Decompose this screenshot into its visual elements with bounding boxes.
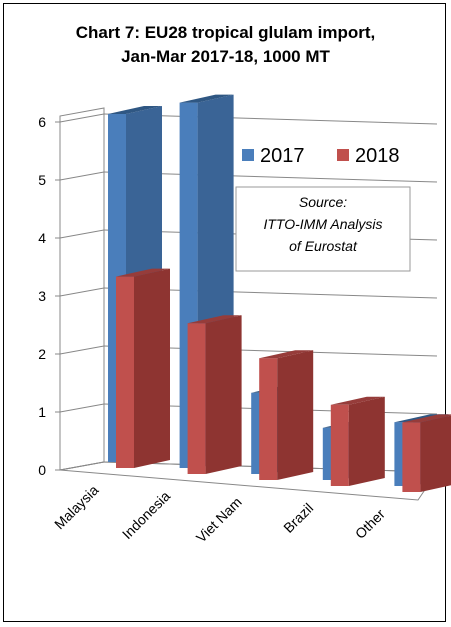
y-tick-label: 6	[38, 114, 46, 130]
bar-2017-top	[179, 94, 234, 103]
legend-swatch-2017	[242, 149, 254, 161]
x-axis-categories: Malaysia Indonesia Viet Nam Brazil Other	[51, 482, 388, 546]
legend-swatch-2018	[337, 149, 349, 161]
y-tick-label: 0	[38, 462, 46, 478]
bar-2018-top	[259, 350, 314, 359]
bar-2018-top	[330, 396, 385, 405]
source-box-frame	[235, 186, 411, 272]
chart-title: Chart 7: EU28 tropical glulam import, Ja…	[4, 21, 447, 69]
gridline-left	[59, 403, 105, 413]
gridline-left	[59, 229, 105, 239]
category-label: Indonesia	[119, 488, 173, 542]
bar-2018-side	[205, 315, 242, 474]
source-text: Source:	[299, 194, 347, 210]
source-box: Source: ITTO-IMM Analysis of Eurostat	[235, 186, 411, 272]
y-tick-label: 4	[38, 230, 46, 246]
y-tick-label: 1	[38, 404, 46, 420]
bars	[108, 94, 451, 492]
bar-2017-top	[108, 106, 162, 114]
bar-2018-top	[402, 414, 451, 423]
y-tick-label: 2	[38, 346, 46, 362]
bar-2018-side	[277, 350, 314, 480]
legend-label-2018: 2018	[355, 145, 400, 167]
bar-2018-front	[259, 358, 278, 480]
category-label: Other	[352, 506, 388, 542]
bar-2018-front	[402, 422, 421, 492]
bar-2018-side	[420, 415, 451, 492]
legend-label-2017: 2017	[260, 145, 305, 167]
bar-2018-front	[116, 276, 134, 468]
source-text: of Eurostat	[289, 238, 358, 254]
bar-2018-top	[116, 268, 170, 277]
source-text: ITTO-IMM Analysis	[263, 216, 382, 232]
gridline-left	[59, 461, 105, 471]
bar-2018-side	[348, 396, 385, 486]
y-axis-ticks: 0 1 2 3 4 5 6	[38, 114, 46, 478]
bar-2018-front	[187, 323, 206, 474]
category-label: Viet Nam	[193, 494, 245, 546]
category-label: Malaysia	[51, 482, 102, 533]
bar-2018-side	[134, 268, 170, 468]
gridline-left	[59, 345, 105, 355]
category-label: Brazil	[280, 500, 316, 536]
gridline-left	[59, 287, 105, 297]
gridline-left	[59, 113, 105, 123]
chart-title-line1: Chart 7: EU28 tropical glulam import,	[75, 23, 376, 42]
legend: 2017 2018	[242, 145, 400, 167]
bar-2018-front	[330, 404, 349, 486]
y-tick-label: 5	[38, 172, 46, 188]
chart-title-line2: Jan-Mar 2017-18, 1000 MT	[121, 47, 330, 66]
bar-2018-top	[187, 315, 242, 324]
y-tick-label: 3	[38, 288, 46, 304]
gridline-left	[59, 171, 105, 181]
